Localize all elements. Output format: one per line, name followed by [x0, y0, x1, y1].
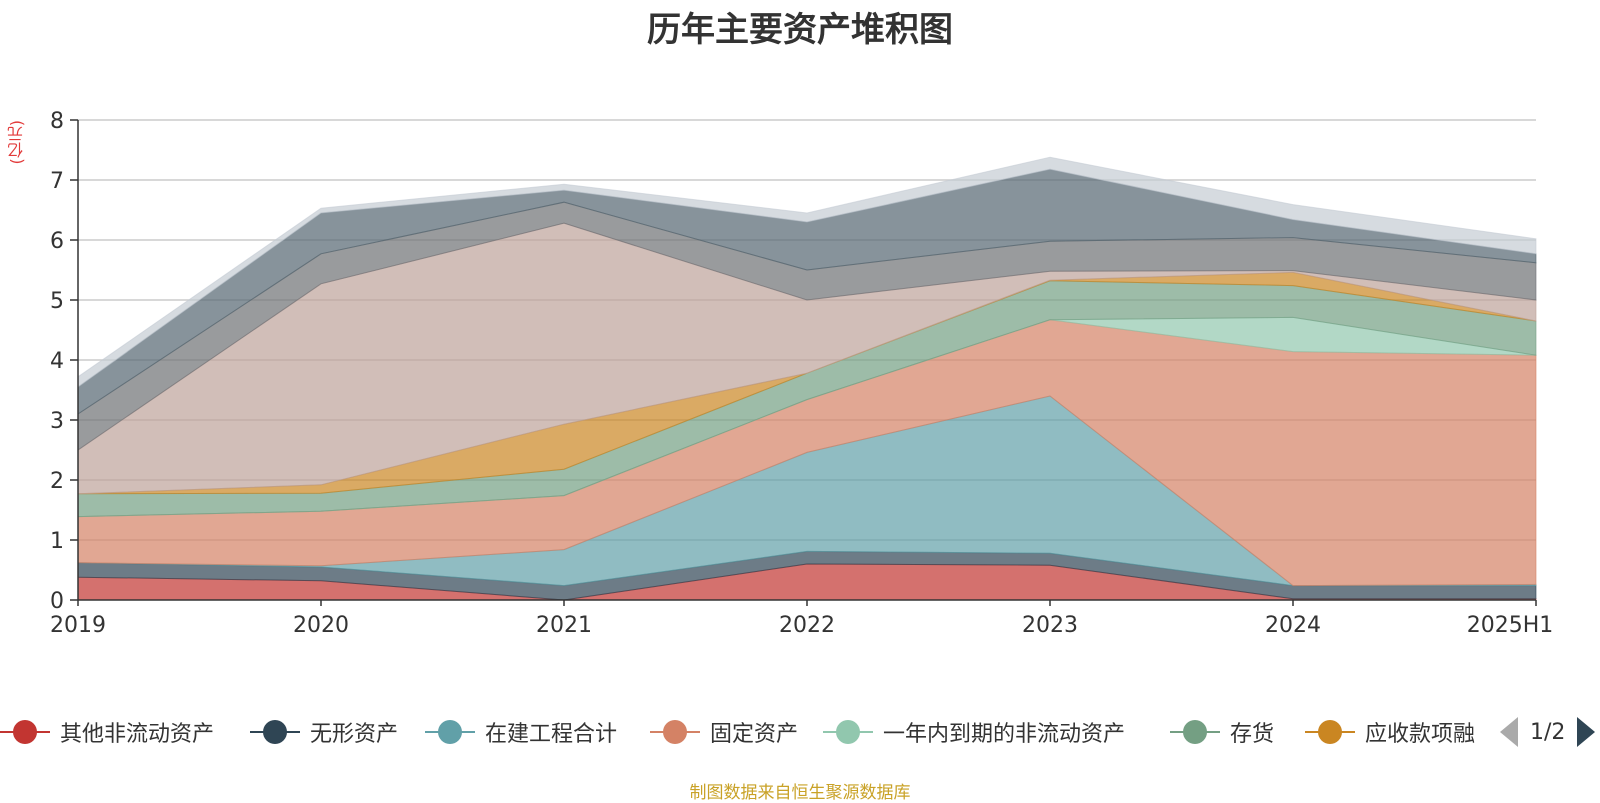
data-source-note: 制图数据来自恒生聚源数据库	[689, 783, 911, 803]
x-tick-label: 2025H1	[1467, 613, 1554, 638]
x-tick-label: 2019	[50, 613, 106, 638]
stacked-area-chart: 0 1 2 3 4 5 6 7 8 2019 2020 2021 2022 2023 2024 2025H1	[50, 109, 1553, 638]
x-tick-label: 2024	[1265, 613, 1321, 638]
legend-page-indicator: 1/2	[1530, 719, 1566, 745]
legend-marker-icon	[250, 712, 300, 752]
area-series-10[interactable]	[77, 156, 1537, 388]
y-tick-label: 0	[50, 589, 64, 614]
legend-item-1[interactable]: 无形资产	[250, 712, 398, 752]
legend-marker-icon	[425, 712, 475, 752]
legend-marker-icon	[823, 712, 873, 752]
legend-pager: 1/2	[1500, 712, 1596, 752]
chart-title: 历年主要资产堆积图	[647, 10, 953, 50]
x-tick-label: 2023	[1022, 613, 1078, 638]
y-tick-label: 6	[50, 229, 64, 254]
y-tick-label: 4	[50, 349, 64, 374]
y-tick-label: 8	[50, 109, 64, 134]
legend-item-4[interactable]: 一年内到期的非流动资产	[823, 712, 1125, 752]
legend-prev-page-icon[interactable]	[1500, 717, 1518, 747]
y-tick-label: 5	[50, 289, 64, 314]
y-tick-label: 3	[50, 409, 64, 434]
area-series	[77, 156, 1537, 601]
legend-item-0[interactable]: 其他非流动资产	[0, 712, 214, 752]
y-tick-label: 7	[50, 169, 64, 194]
legend-label: 其他非流动资产	[60, 722, 215, 747]
legend-marker-icon	[1305, 712, 1355, 752]
legend-label: 固定资产	[710, 722, 799, 747]
legend-label: 在建工程合计	[485, 722, 618, 747]
legend-item-3[interactable]: 固定资产	[650, 712, 798, 752]
x-tick-label: 2022	[779, 613, 835, 638]
legend-marker-icon	[650, 712, 700, 752]
x-tick-label: 2021	[536, 613, 592, 638]
legend-marker-icon	[0, 712, 50, 752]
legend-next-page-icon[interactable]	[1577, 717, 1596, 747]
axes: 0 1 2 3 4 5 6 7 8 2019 2020 2021 2022 2023 2024 2025H1	[50, 109, 1553, 638]
legend-item-5[interactable]: 存货	[1170, 712, 1274, 752]
legend-marker-icon	[1170, 712, 1220, 752]
legend-label: 无形资产	[310, 722, 399, 747]
y-tick-label: 1	[50, 529, 64, 554]
legend: 其他非流动资产 无形资产 在建工程合计 固定资产 一年内到期的非流动资产 存货 应收款项融	[0, 712, 1600, 752]
legend-label: 存货	[1230, 722, 1275, 747]
legend-label: 一年内到期的非流动资产	[883, 722, 1126, 747]
legend-item-6[interactable]: 应收款项融	[1305, 712, 1475, 752]
x-tick-label: 2020	[293, 613, 349, 638]
legend-label: 应收款项融	[1365, 722, 1476, 747]
y-tick-label: 2	[50, 469, 64, 494]
legend-item-2[interactable]: 在建工程合计	[425, 712, 617, 752]
